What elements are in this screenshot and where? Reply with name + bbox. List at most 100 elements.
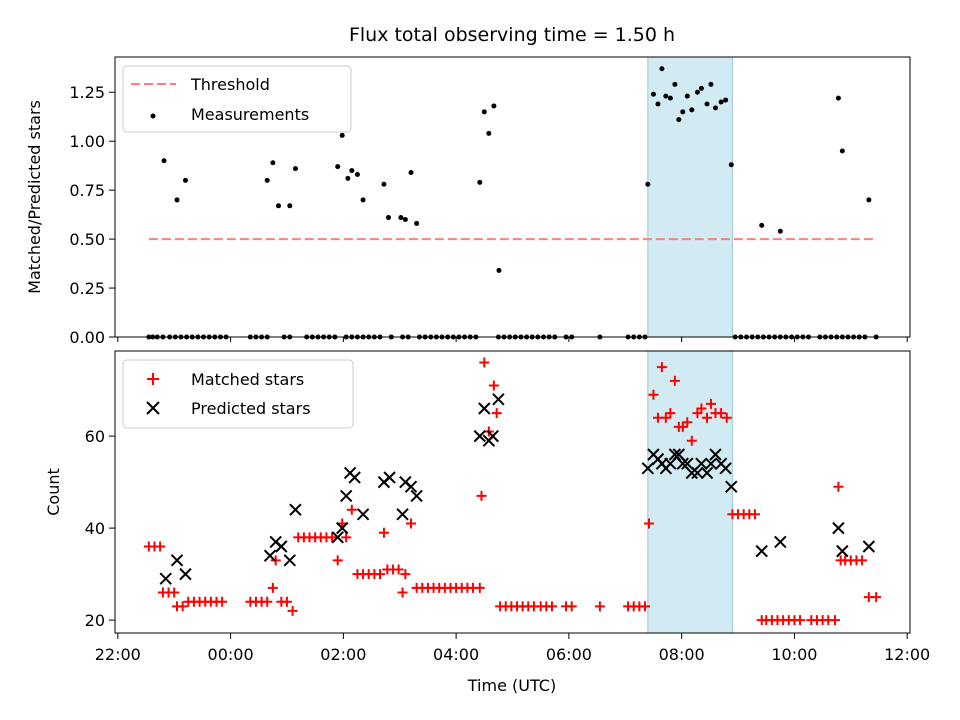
matched-star-point <box>656 362 667 373</box>
measurement-point <box>270 160 276 166</box>
measurement-point <box>655 101 661 107</box>
top-y-tick-label: 0.75 <box>69 181 105 200</box>
measurement-point <box>335 164 341 170</box>
top-axes-frame <box>114 56 911 338</box>
matched-star-point <box>393 564 404 575</box>
matched-star-point <box>669 375 680 386</box>
predicted-star-point <box>383 471 396 484</box>
bottom-y-tick-label: 60 <box>85 427 105 446</box>
measurement-point <box>650 91 656 97</box>
predicted-star-point <box>348 471 361 484</box>
matched-star-point <box>476 490 487 501</box>
predicted-star-point <box>170 554 184 567</box>
bottom-axes-frame <box>114 350 911 634</box>
top-y-axis-label: Matched/Predicted stars <box>25 100 44 294</box>
predicted-star-point <box>263 549 277 562</box>
measurement-point <box>718 99 724 105</box>
measurement-point <box>287 203 293 209</box>
top-y-tick-label: 1.00 <box>69 132 105 151</box>
measurement-point <box>676 117 682 123</box>
predicted-star-point <box>725 480 738 493</box>
predicted-star-point <box>275 540 288 553</box>
measurement-point <box>723 97 729 103</box>
predicted-star-point <box>691 466 704 480</box>
matched-star-point <box>375 569 385 580</box>
measurement-point <box>667 95 673 101</box>
measurement-point <box>835 95 841 101</box>
predicted-star-point <box>289 503 302 516</box>
measurement-point <box>174 197 180 203</box>
predicted-star-point <box>336 521 349 535</box>
predicted-star-point <box>836 544 849 558</box>
legend-predicted-label: Predicted stars <box>191 399 311 418</box>
measurement-point <box>704 101 710 107</box>
legend-threshold-label: Threshold <box>190 75 270 94</box>
bottom-matched-points <box>143 357 882 626</box>
predicted-star-point <box>473 429 487 443</box>
predicted-star-point <box>179 567 192 581</box>
measurement-point <box>694 89 700 95</box>
predicted-star-point <box>410 489 423 503</box>
matched-star-point <box>267 582 278 593</box>
matched-star-point <box>677 421 688 432</box>
predicted-star-point <box>404 480 418 493</box>
matched-star-point <box>696 403 707 414</box>
measurement-point <box>182 177 188 183</box>
top-y-tick-label: 0.50 <box>69 230 105 249</box>
measurement-point <box>276 203 282 209</box>
measurement-point <box>663 93 669 99</box>
chart-title: Flux total observing time = 1.50 h <box>349 24 675 46</box>
matched-star-point <box>594 601 605 612</box>
legend-matched-label: Matched stars <box>191 370 304 389</box>
matched-star-point <box>857 555 868 566</box>
measurement-point <box>360 197 366 203</box>
measurement-point <box>292 166 298 172</box>
top-legend: Threshold Measurements <box>122 65 352 133</box>
predicted-star-point <box>641 462 655 475</box>
predicted-star-point <box>862 540 876 553</box>
matched-star-point <box>833 481 844 492</box>
bottom-highlight-span <box>647 350 733 634</box>
measurement-point <box>839 148 845 154</box>
measurement-point <box>680 109 686 115</box>
top-y-ticks: 0.00 0.25 0.50 0.75 1.00 1.25 <box>69 83 115 347</box>
bottom-panel: 20 40 60 22:00 00:00 02:00 04:00 06:00 08:00 10:… <box>44 350 930 695</box>
predicted-star-point <box>681 457 694 470</box>
legend-predicted-swatch <box>146 401 160 415</box>
measurement-point <box>161 158 167 164</box>
legend-measurement-label: Measurements <box>191 105 309 124</box>
measurement-point <box>728 162 734 168</box>
measurement-point <box>491 103 497 109</box>
matched-star-point <box>702 412 713 423</box>
matched-star-point <box>287 605 298 616</box>
predicted-star-point <box>832 521 845 535</box>
matched-star-point <box>830 615 841 626</box>
bottom-x-tick-label: 06:00 <box>546 645 592 664</box>
predicted-star-point <box>331 531 344 544</box>
bottom-legend: Matched stars Predicted stars <box>122 359 354 429</box>
measurement-point <box>349 168 355 174</box>
matched-star-point <box>716 408 727 419</box>
bottom-x-tick-label: 02:00 <box>320 645 366 664</box>
predicted-star-point <box>492 393 505 406</box>
predicted-star-point <box>396 508 409 521</box>
bottom-y-tick-label: 20 <box>85 611 105 630</box>
measurement-point <box>712 105 718 111</box>
measurement-point <box>398 215 404 221</box>
matched-star-point <box>682 417 693 428</box>
matched-star-point <box>177 601 188 612</box>
matched-star-point <box>479 357 490 368</box>
matched-star-point <box>749 509 760 520</box>
bottom-x-tick-label: 08:00 <box>659 645 705 664</box>
measurement-point <box>777 228 783 234</box>
matched-star-point <box>643 518 654 529</box>
measurement-point <box>264 177 270 183</box>
matched-star-point <box>327 532 338 543</box>
predicted-star-point <box>159 572 172 585</box>
matched-star-point <box>281 596 292 607</box>
measurement-point <box>708 81 714 87</box>
top-x-ticks <box>117 337 908 342</box>
predicted-star-point <box>719 462 732 475</box>
matched-star-point <box>721 412 732 423</box>
matched-star-point <box>686 435 697 446</box>
